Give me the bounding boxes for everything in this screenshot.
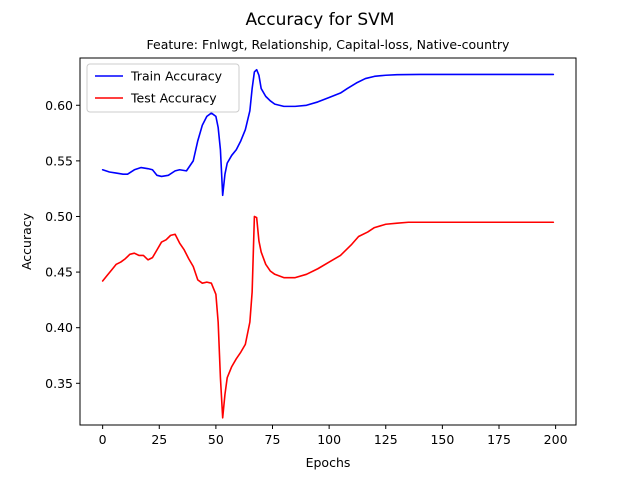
y-tick-label: 0.55 bbox=[45, 153, 73, 168]
y-axis: 0.35 0.40 0.45 0.50 0.55 0.60 bbox=[45, 98, 80, 391]
legend-label-0: Train Accuracy bbox=[130, 69, 223, 84]
x-tick-label: 25 bbox=[151, 432, 167, 447]
legend-box bbox=[86, 63, 240, 113]
x-tick-label: 175 bbox=[487, 432, 511, 447]
chart-title: Accuracy for SVM bbox=[246, 10, 395, 30]
series-line-0 bbox=[101, 68, 555, 197]
y-axis-label: Accuracy bbox=[19, 212, 34, 270]
x-axis-label: Epochs bbox=[306, 455, 351, 470]
x-tick-label: 200 bbox=[544, 432, 568, 447]
series-line-1 bbox=[101, 215, 555, 419]
plot-frame bbox=[79, 57, 577, 426]
y-tick-label: 0.35 bbox=[45, 376, 73, 391]
legend-label-1: Test Accuracy bbox=[130, 91, 217, 106]
x-axis: 0 25 50 75 100 125 150 175 200 bbox=[99, 425, 568, 447]
x-tick-label: 150 bbox=[430, 432, 454, 447]
x-tick-label: 75 bbox=[265, 432, 281, 447]
y-tick-label: 0.60 bbox=[45, 98, 73, 113]
legend: Train Accuracy Test Accuracy bbox=[86, 63, 240, 113]
x-tick-label: 50 bbox=[208, 432, 224, 447]
x-tick-label: 125 bbox=[374, 432, 398, 447]
x-tick-label: 100 bbox=[317, 432, 341, 447]
y-tick-label: 0.50 bbox=[45, 209, 73, 224]
chart-subtitle: Feature: Fnlwgt, Relationship, Capital-l… bbox=[147, 37, 511, 52]
series-layer bbox=[101, 68, 555, 419]
x-tick-label: 0 bbox=[99, 432, 107, 447]
y-tick-label: 0.45 bbox=[45, 265, 73, 280]
y-tick-label: 0.40 bbox=[45, 320, 73, 335]
plot-area bbox=[80, 58, 576, 425]
